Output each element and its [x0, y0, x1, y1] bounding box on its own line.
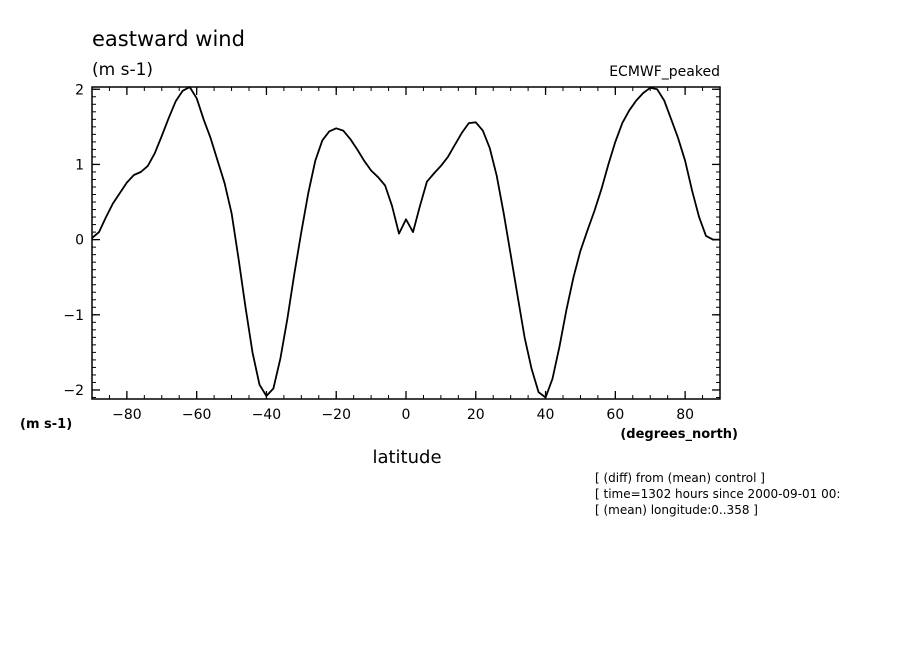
y-tick-label: 0 [75, 233, 84, 249]
x-axis-label: latitude [372, 447, 441, 468]
y-tick-label: 1 [75, 157, 84, 173]
x-tick-label: −20 [321, 407, 351, 423]
x-tick-label: 60 [606, 407, 624, 423]
plot-area: −80 −60 −40 −20 0 20 40 60 80 −2 −1 0 1 2 [63, 82, 721, 423]
footnote-2: [ time=1302 hours since 2000-09-01 00: [595, 487, 840, 501]
left-units-label: (m s-1) [20, 417, 72, 432]
x-tick-label: 20 [467, 407, 485, 423]
x-units-label: (degrees_north) [620, 427, 738, 442]
x-tick-label: −80 [112, 407, 142, 423]
footnote-1: [ (diff) from (mean) control ] [595, 471, 765, 485]
y-tick-label: −2 [63, 383, 84, 399]
x-tick-label: −40 [252, 407, 282, 423]
units-label: (m s-1) [92, 60, 153, 80]
x-tick-label: −60 [182, 407, 212, 423]
dataset-label: ECMWF_peaked [609, 64, 720, 80]
footnote-3: [ (mean) longitude:0..358 ] [595, 503, 758, 517]
chart-title: eastward wind [92, 27, 245, 51]
y-tick-label: −1 [63, 308, 84, 324]
x-tick-label: 80 [676, 407, 694, 423]
y-tick-label: 2 [75, 82, 84, 98]
plot-frame [91, 86, 721, 400]
x-tick-label: 0 [402, 407, 411, 423]
x-tick-label: 40 [537, 407, 555, 423]
series-line [91, 86, 720, 399]
